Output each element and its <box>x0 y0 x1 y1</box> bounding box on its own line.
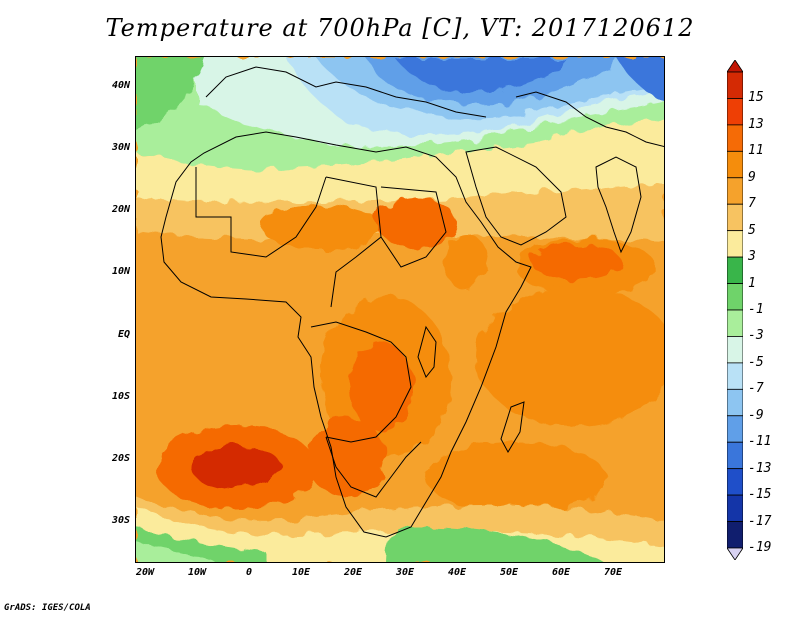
pale-yellow-transition <box>136 127 664 210</box>
colorbar-cell <box>727 415 743 443</box>
lon-label-0: 0 <box>245 567 253 578</box>
colorbar-label: 1 <box>748 275 756 291</box>
lat-label-30s: 30S <box>111 515 130 526</box>
arabian-sea-hot-core <box>531 244 621 280</box>
colorbar-top-arrow <box>727 60 743 73</box>
temperature-field <box>136 57 664 562</box>
asia-coastline <box>515 91 664 148</box>
grads-credit: GrADS: IGES/COLA <box>4 603 91 613</box>
south-atlantic-core <box>191 445 281 489</box>
lon-label-10w: 10W <box>187 567 207 578</box>
deep-blue-zone <box>396 59 566 93</box>
southern-africa-hot <box>306 417 386 497</box>
colorbar-label: 5 <box>748 222 756 238</box>
lon-label-20e: 20E <box>343 567 363 578</box>
colorbar-label: 7 <box>748 196 756 212</box>
sahel-warm-core-east <box>376 197 456 247</box>
africa-coastline <box>160 131 532 538</box>
lat-label-10s: 10S <box>111 391 130 402</box>
lon-label-70e: 70E <box>603 567 623 578</box>
colorbar-cell <box>727 468 743 496</box>
colorbar-cell <box>727 256 743 284</box>
sudan-borders <box>380 186 447 268</box>
madagascar-outline <box>500 401 525 454</box>
lat-label-40n: 40N <box>111 80 130 91</box>
colorbar-label: -1 <box>748 302 764 317</box>
colorbar-label: -15 <box>748 487 772 503</box>
colorbar-cell <box>727 150 743 179</box>
ethiopia-warm-core <box>444 234 488 290</box>
colorbar-cell <box>727 71 743 99</box>
colorbar-label: 13 <box>748 116 764 132</box>
colorbar-label: -9 <box>748 407 764 423</box>
arabia-outline <box>465 146 567 246</box>
chad-borders <box>325 176 382 308</box>
colorbar-cell <box>727 388 743 417</box>
colorbar-label: 11 <box>748 143 764 159</box>
madagascar-warm <box>426 442 606 512</box>
central-africa-borders <box>310 321 412 443</box>
colorbar-cell <box>727 203 743 232</box>
colorbar-cell <box>727 441 743 470</box>
colorbar-cell <box>727 177 743 205</box>
coastlines <box>160 66 664 538</box>
colorbar-label: -3 <box>748 328 764 344</box>
colorbar-label: -19 <box>748 540 772 555</box>
lon-label-50e: 50E <box>499 567 519 578</box>
india-outline <box>595 156 642 254</box>
lon-label-30e: 30E <box>395 567 415 578</box>
colorbar-cell <box>727 362 743 390</box>
southwest-pale-green <box>136 542 220 562</box>
indian-ocean-warm <box>476 287 664 427</box>
southeast-green <box>386 526 603 562</box>
europe-coastline <box>205 66 487 118</box>
temperature-map <box>135 56 665 563</box>
colorbar-cells <box>727 60 743 560</box>
colorbar-cell <box>727 309 743 337</box>
colorbar-cell <box>727 336 743 364</box>
lon-label-20w: 20W <box>135 567 155 578</box>
colorbar-label: -5 <box>748 354 764 370</box>
colorbar-label: -13 <box>748 460 772 476</box>
colorbar-cell <box>727 494 743 522</box>
colorbar-cell <box>727 283 743 311</box>
map-title: Temperature at 700hPa [C], VT: 201712061… <box>105 14 695 42</box>
west-africa-borders <box>195 167 327 258</box>
colorbar-bottom-arrow <box>727 547 743 560</box>
colorbar-label: -7 <box>748 381 764 397</box>
east-blue-zone <box>616 57 664 102</box>
colorbar-label: 3 <box>748 249 756 265</box>
west-green-patch <box>136 57 206 132</box>
great-lakes-outline <box>417 325 437 378</box>
lat-label-10n: 10N <box>111 266 130 277</box>
colorbar-label: 9 <box>748 169 756 185</box>
lat-label-20n: 20N <box>111 204 130 215</box>
lon-label-10e: 10E <box>291 567 311 578</box>
lon-label-40e: 40E <box>447 567 467 578</box>
colorbar-cell <box>727 124 743 152</box>
colorbar-label: 15 <box>748 90 764 106</box>
colorbar <box>727 60 743 560</box>
colorbar-cell <box>727 98 743 126</box>
colorbar-label: -11 <box>748 434 772 450</box>
colorbar-cell <box>727 521 743 549</box>
central-africa-hot <box>349 342 413 432</box>
colorbar-label: -17 <box>748 513 772 529</box>
colorbar-cell <box>727 230 743 258</box>
sahel-warm-core-west <box>261 205 381 249</box>
lat-label-20s: 20S <box>111 453 130 464</box>
lat-label-30n: 30N <box>111 142 130 153</box>
lat-label-eq: EQ <box>117 329 130 340</box>
southern-africa-borders <box>325 436 422 498</box>
lon-label-60e: 60E <box>551 567 571 578</box>
